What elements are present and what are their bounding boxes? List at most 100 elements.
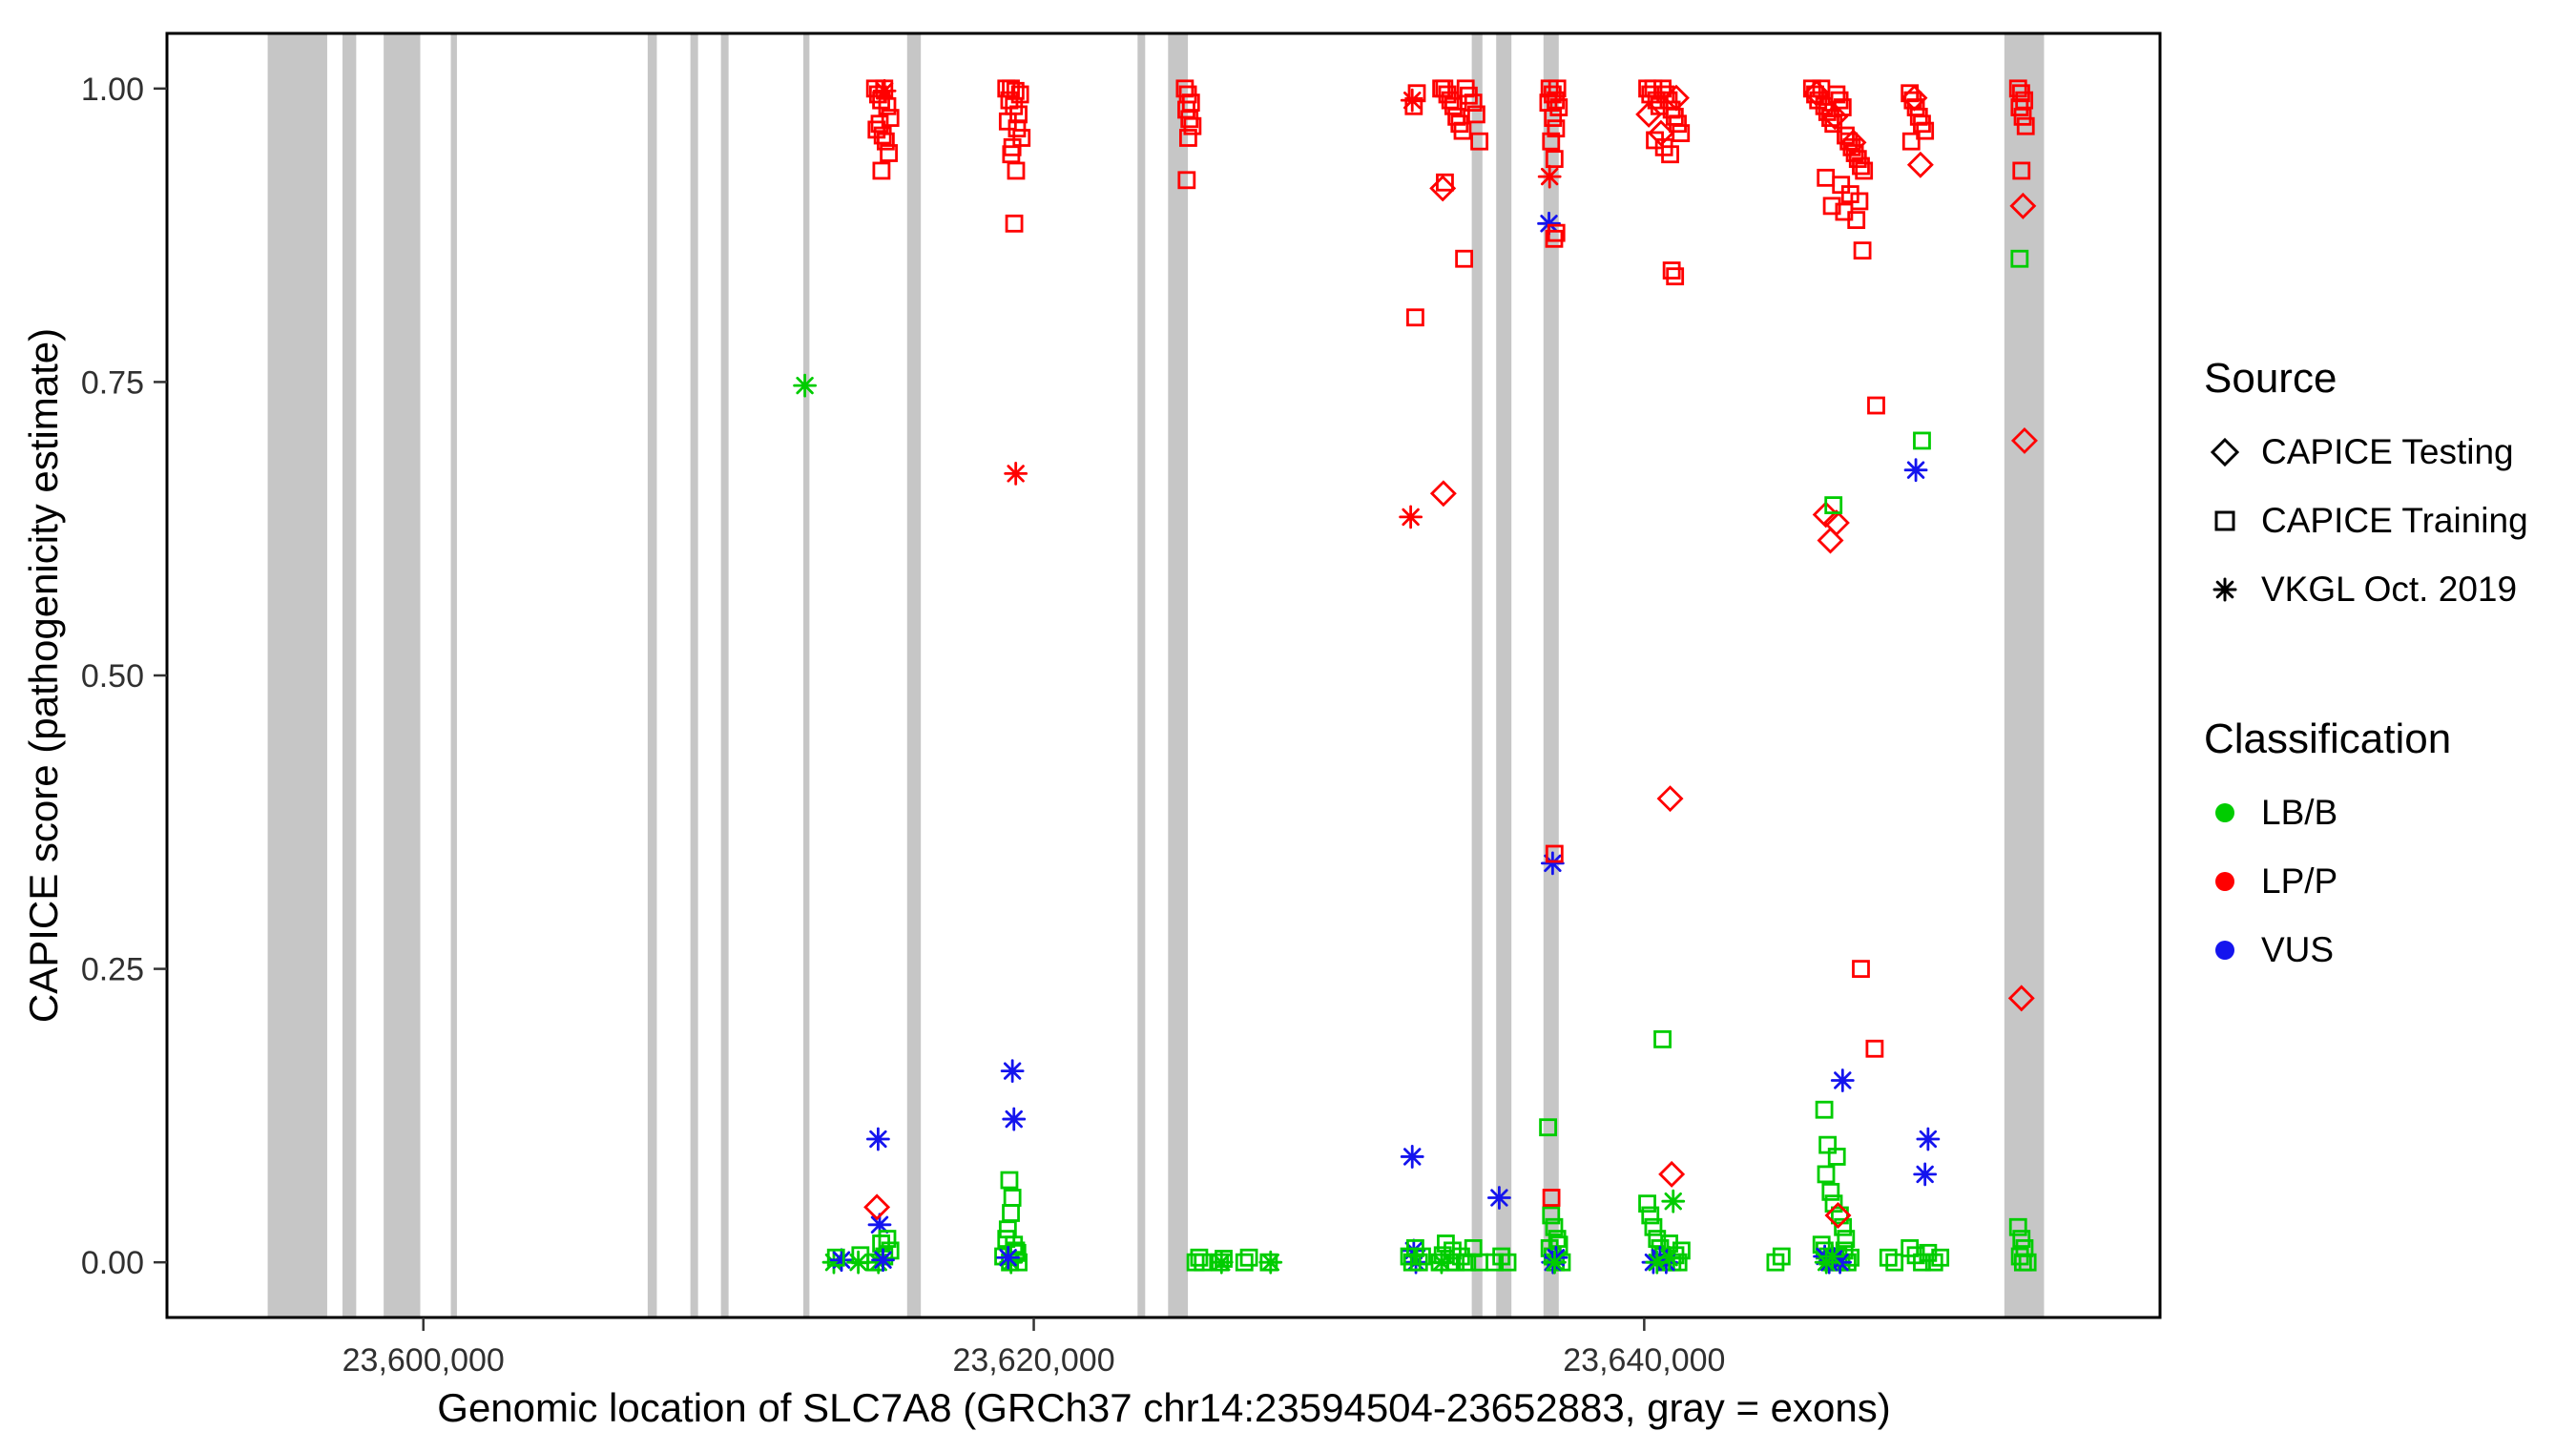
legend-item-label: LP/P	[2261, 861, 2338, 901]
data-point-square	[1885, 1253, 1904, 1272]
data-point-diamond	[1647, 119, 1674, 147]
data-point-square	[1542, 1206, 1561, 1225]
data-point-square	[1653, 1030, 1672, 1048]
data-point-asterisk	[1537, 211, 1561, 236]
data-point-square	[1666, 267, 1685, 286]
data-point-square	[870, 114, 889, 134]
legend-classification-items: LB/B LP/P VUS	[2204, 778, 2528, 985]
exon-band	[267, 33, 327, 1317]
data-point-square	[1183, 116, 1202, 135]
data-point-square	[1824, 1194, 1843, 1213]
data-point-diamond	[1817, 527, 1844, 554]
data-point-square	[1435, 79, 1454, 98]
data-point-diamond	[1429, 175, 1457, 202]
data-point-asterisk	[996, 1245, 1021, 1270]
circle-legend-icon	[2215, 941, 2234, 960]
data-point-diamond	[1429, 480, 1457, 508]
data-point-square	[1000, 91, 1019, 110]
data-point-asterisk	[1004, 461, 1028, 486]
legend-item-capice-testing: CAPICE Testing	[2204, 418, 2528, 487]
data-point-square	[880, 144, 898, 162]
data-point-square	[1661, 145, 1679, 164]
legend-item-label: CAPICE Testing	[2261, 432, 2514, 471]
data-point-square	[1822, 197, 1841, 216]
data-point-square	[1832, 176, 1851, 195]
exon-band	[1471, 33, 1483, 1317]
data-point-square	[878, 96, 897, 115]
data-point-square	[1669, 114, 1687, 134]
exon-band	[720, 33, 729, 1317]
data-point-square	[1179, 129, 1197, 147]
data-point-square	[2012, 161, 2031, 180]
data-point-square	[1008, 1243, 1027, 1262]
legend: Source CAPICE Testing CAPICE Training VKGL…	[2204, 355, 2528, 985]
data-point-square	[2010, 249, 2029, 268]
data-point-square	[1853, 241, 1872, 260]
data-point-asterisk	[1903, 458, 1928, 483]
data-point-square	[1653, 79, 1672, 98]
data-point-square	[1007, 161, 1026, 180]
y-tick-label: 0.75	[81, 364, 144, 401]
data-point-asterisk	[865, 1127, 890, 1151]
y-axis-title: CAPICE score (pathogenicity estimate)	[21, 327, 66, 1024]
exon-band	[2004, 33, 2045, 1317]
legend-item-label: VUS	[2261, 930, 2335, 969]
data-point-asterisk	[1645, 1250, 1670, 1275]
data-point-asterisk	[1657, 1245, 1681, 1270]
data-point-square	[1865, 1039, 1884, 1058]
data-point-diamond	[1821, 103, 1849, 131]
data-point-square	[1662, 261, 1681, 280]
data-point-square	[1404, 96, 1423, 115]
diamond-legend-icon	[2210, 437, 2240, 467]
data-point-square	[1837, 1230, 1856, 1248]
data-point-asterisk	[1543, 1250, 1567, 1275]
exon-band	[1496, 33, 1512, 1317]
data-point-square	[1647, 91, 1666, 110]
data-point-square	[1444, 96, 1463, 115]
data-point-square	[1542, 1189, 1561, 1207]
data-point-asterisk	[1000, 1059, 1025, 1084]
data-point-square	[1821, 1182, 1840, 1201]
data-point-square	[2010, 98, 2029, 116]
data-point-square	[1837, 126, 1855, 145]
data-point-square	[876, 132, 895, 151]
data-point-square	[1924, 1253, 1943, 1272]
data-point-square	[1766, 1253, 1785, 1272]
data-point-square	[1834, 1217, 1853, 1236]
data-point-square	[872, 161, 891, 180]
data-point-diamond	[2010, 426, 2038, 454]
y-tick-label: 1.00	[81, 72, 144, 108]
data-point-square	[1916, 121, 1935, 140]
data-point-square	[1545, 1217, 1564, 1236]
legend-item-label: VKGL Oct. 2019	[2261, 570, 2518, 609]
y-tick-label: 0.00	[81, 1245, 144, 1281]
data-point-diamond	[1822, 509, 1850, 537]
legend-item-lp-p: LP/P	[2204, 847, 2528, 916]
x-tick-label: 23,620,000	[952, 1342, 1114, 1379]
data-point-square	[1549, 98, 1568, 116]
data-point-square	[1815, 1100, 1834, 1119]
exon-band	[690, 33, 698, 1317]
data-point-asterisk	[1820, 1244, 1844, 1269]
data-point-square	[1409, 1253, 1428, 1272]
x-tick-label: 23,600,000	[343, 1342, 505, 1379]
data-point-square	[1413, 1247, 1431, 1266]
data-point-square	[1436, 173, 1454, 192]
data-point-asterisk	[1429, 1250, 1454, 1275]
data-point-square	[1919, 1243, 1938, 1262]
data-point-square	[1818, 1135, 1838, 1154]
data-point-square	[878, 1230, 897, 1248]
exon-band	[1543, 33, 1559, 1317]
data-point-square	[867, 120, 886, 139]
x-tick-label: 23,640,000	[1563, 1342, 1725, 1379]
data-point-square	[1913, 431, 1931, 450]
legend-item-vkgl-oct-2019: VKGL Oct. 2019	[2204, 555, 2528, 624]
data-point-square	[1215, 1250, 1233, 1268]
data-point-square	[2008, 1217, 2027, 1236]
data-point-asterisk	[1209, 1250, 1234, 1275]
exon-band	[450, 33, 457, 1317]
data-point-asterisk	[1830, 1068, 1855, 1092]
data-point-square	[1831, 1206, 1849, 1225]
